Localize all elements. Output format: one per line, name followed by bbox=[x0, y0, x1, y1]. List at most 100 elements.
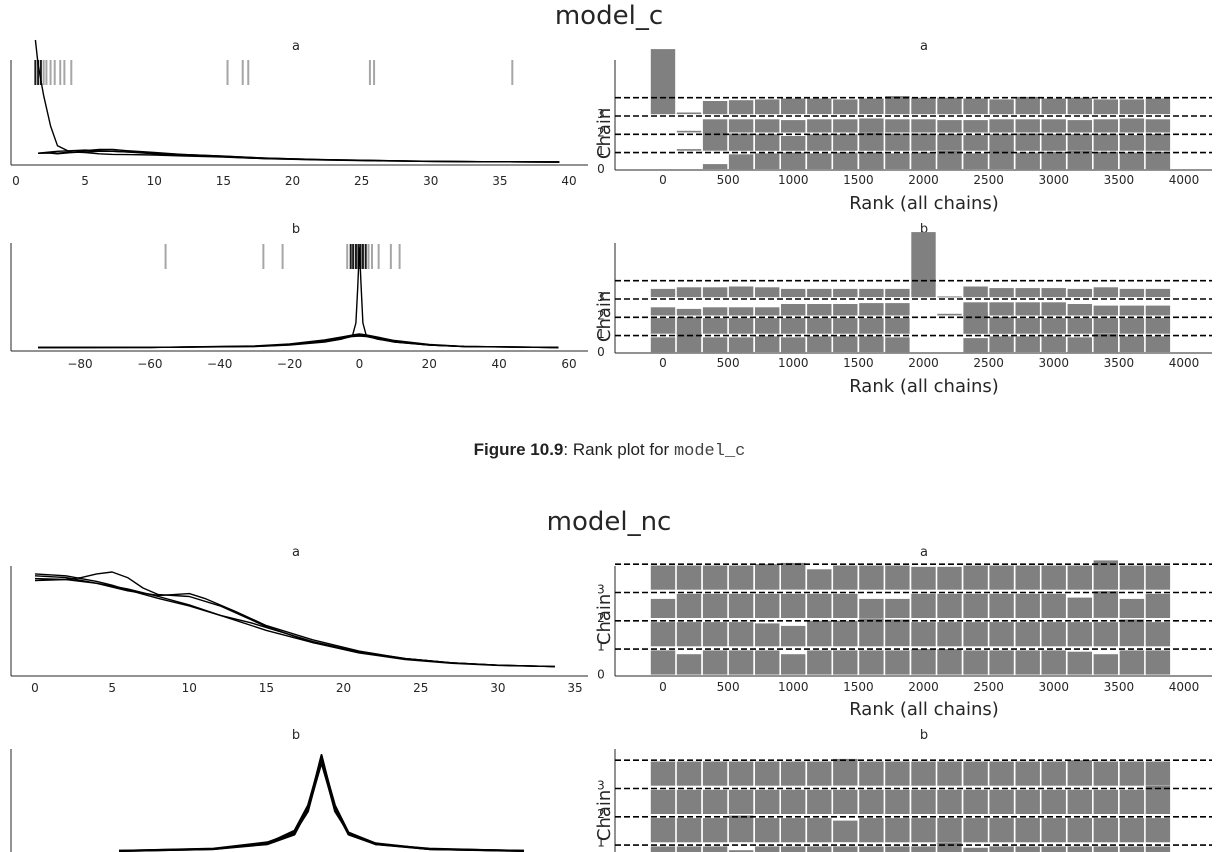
rank-bar-chain-1 bbox=[1041, 818, 1066, 843]
y-axis-label: Chain bbox=[594, 594, 615, 645]
rank-bar-chain-0 bbox=[1015, 846, 1040, 852]
rank-bar-chain-3 bbox=[937, 761, 962, 786]
rank-bar-chain-3 bbox=[911, 232, 936, 298]
rank-bar-chain-0 bbox=[1041, 336, 1066, 352]
rank-bar-chain-0 bbox=[650, 337, 676, 353]
x-tick-label: 5 bbox=[108, 681, 116, 695]
rank-bar-chain-0 bbox=[1093, 654, 1118, 675]
rank-bar-chain-2 bbox=[963, 120, 988, 133]
rank-bar-chain-0 bbox=[989, 336, 1014, 352]
rank-bar-chain-0 bbox=[650, 846, 676, 852]
rank-bar-chain-3 bbox=[728, 565, 754, 590]
x-tick-label: 3000 bbox=[1038, 356, 1069, 370]
rank-bar-chain-3 bbox=[728, 761, 754, 786]
rank-bar-chain-0 bbox=[1041, 151, 1066, 170]
x-tick-label: 0 bbox=[12, 174, 20, 188]
rank-bar-chain-1 bbox=[1015, 318, 1040, 334]
rank-bar-chain-2 bbox=[1041, 302, 1066, 316]
rank-bar-chain-2 bbox=[937, 313, 962, 316]
rank-bar-chain-3 bbox=[702, 761, 728, 786]
rank-bar-chain-0 bbox=[755, 650, 780, 675]
rank-bar-chain-2 bbox=[989, 119, 1014, 133]
rank-bar-chain-3 bbox=[755, 564, 780, 590]
rank-bar-chain-0 bbox=[1119, 152, 1145, 170]
rank-bar-chain-0 bbox=[1145, 336, 1171, 352]
rank-bar-chain-1 bbox=[963, 818, 988, 843]
rank-bar-chain-0 bbox=[833, 846, 858, 852]
rank-bar-chain-2 bbox=[833, 119, 858, 133]
rank-bar-chain-1 bbox=[937, 134, 962, 151]
rank-bar-chain-3 bbox=[963, 761, 988, 786]
rank-bar-chain-3 bbox=[676, 112, 702, 115]
kde-line-chain-1 bbox=[34, 571, 555, 668]
rank-bar-chain-2 bbox=[859, 118, 884, 133]
x-tick-label: 60 bbox=[561, 357, 576, 371]
rank-bar-chain-2 bbox=[781, 120, 806, 133]
rank-bar-chain-2 bbox=[1041, 593, 1066, 618]
kde-line-chain-2 bbox=[38, 333, 559, 349]
rank-bar-chain-2 bbox=[755, 119, 780, 133]
rank-bar-chain-2 bbox=[1145, 786, 1171, 814]
x-tick-label: 30 bbox=[490, 681, 505, 695]
rank-bar-chain-3 bbox=[1015, 288, 1040, 298]
rank-bar-chain-1 bbox=[755, 818, 780, 843]
kde-line-chain-0 bbox=[34, 39, 560, 163]
x-tick-label: 500 bbox=[717, 680, 740, 694]
rank-bar-chain-2 bbox=[885, 598, 910, 618]
x-tick-label: 5 bbox=[81, 174, 89, 188]
rank-bar-chain-3 bbox=[1119, 761, 1145, 786]
rank-bar-chain-2 bbox=[1093, 119, 1118, 133]
rank-bar-chain-1 bbox=[781, 818, 806, 843]
x-tick-label: 10 bbox=[147, 174, 162, 188]
rank-bar-chain-0 bbox=[728, 154, 754, 170]
rank-bar-chain-2 bbox=[781, 789, 806, 814]
rank-bar-chain-1 bbox=[755, 318, 780, 334]
rank-bar-chain-3 bbox=[859, 565, 884, 590]
rank-bar-chain-3 bbox=[885, 761, 910, 786]
y-tick-label: 3 bbox=[597, 583, 605, 597]
rank-bar-chain-1 bbox=[1067, 318, 1092, 334]
rank-bar-chain-0 bbox=[963, 847, 988, 852]
rank-bar-chain-2 bbox=[728, 119, 754, 133]
kde-line-chain-3 bbox=[38, 149, 560, 163]
rank-bar-chain-1 bbox=[1015, 133, 1040, 151]
rank-bar-chain-1 bbox=[702, 622, 728, 647]
rank-bar-chain-3 bbox=[963, 286, 988, 298]
rank-bar-chain-1 bbox=[911, 622, 936, 647]
y-axis-label: Chain bbox=[594, 790, 615, 841]
rank-bar-chain-3 bbox=[728, 286, 754, 298]
rank-bar-chain-1 bbox=[676, 622, 702, 647]
rank-bar-chain-0 bbox=[676, 332, 702, 353]
rank-bar-chain-3 bbox=[807, 288, 832, 298]
x-tick-label: 35 bbox=[567, 681, 582, 695]
x-tick-label: 500 bbox=[717, 356, 740, 370]
rank-bar-chain-0 bbox=[676, 654, 702, 675]
rank-bar-chain-0 bbox=[1015, 152, 1040, 170]
panel-model-c-kde-b: b −80 −60 −40 −20 0 20 40 60 bbox=[10, 222, 588, 371]
rank-bar-chain-3 bbox=[885, 96, 910, 115]
rank-bar-chain-1 bbox=[702, 818, 728, 843]
rank-bar-chain-3 bbox=[1093, 287, 1118, 298]
x-tick-label: 15 bbox=[259, 681, 274, 695]
rank-bar-chain-1 bbox=[728, 622, 754, 647]
rank-bar-chain-2 bbox=[702, 789, 728, 814]
panel-title: a bbox=[292, 39, 300, 54]
rank-bar-chain-3 bbox=[1119, 565, 1145, 590]
rank-bar-chain-2 bbox=[937, 789, 962, 814]
rank-bar-chain-3 bbox=[1015, 96, 1040, 115]
rank-bar-chain-3 bbox=[1041, 98, 1066, 115]
rank-bar-chain-0 bbox=[1015, 336, 1040, 352]
rank-bar-chain-1 bbox=[833, 318, 858, 334]
rank-bar-chain-1 bbox=[1119, 135, 1145, 151]
x-tick-label: 1000 bbox=[778, 680, 809, 694]
suptitle-model-nc: model_nc bbox=[547, 507, 672, 537]
panel-title: b bbox=[920, 222, 928, 237]
rank-bar-chain-0 bbox=[859, 846, 884, 852]
rank-bar-chain-1 bbox=[728, 133, 754, 151]
rank-bar-chain-2 bbox=[1067, 120, 1092, 133]
rank-bar-chain-1 bbox=[1093, 622, 1118, 647]
rank-bar-chain-2 bbox=[1093, 305, 1118, 316]
rank-bar-chain-0 bbox=[1067, 337, 1092, 353]
rank-bar-chain-0 bbox=[937, 649, 962, 675]
